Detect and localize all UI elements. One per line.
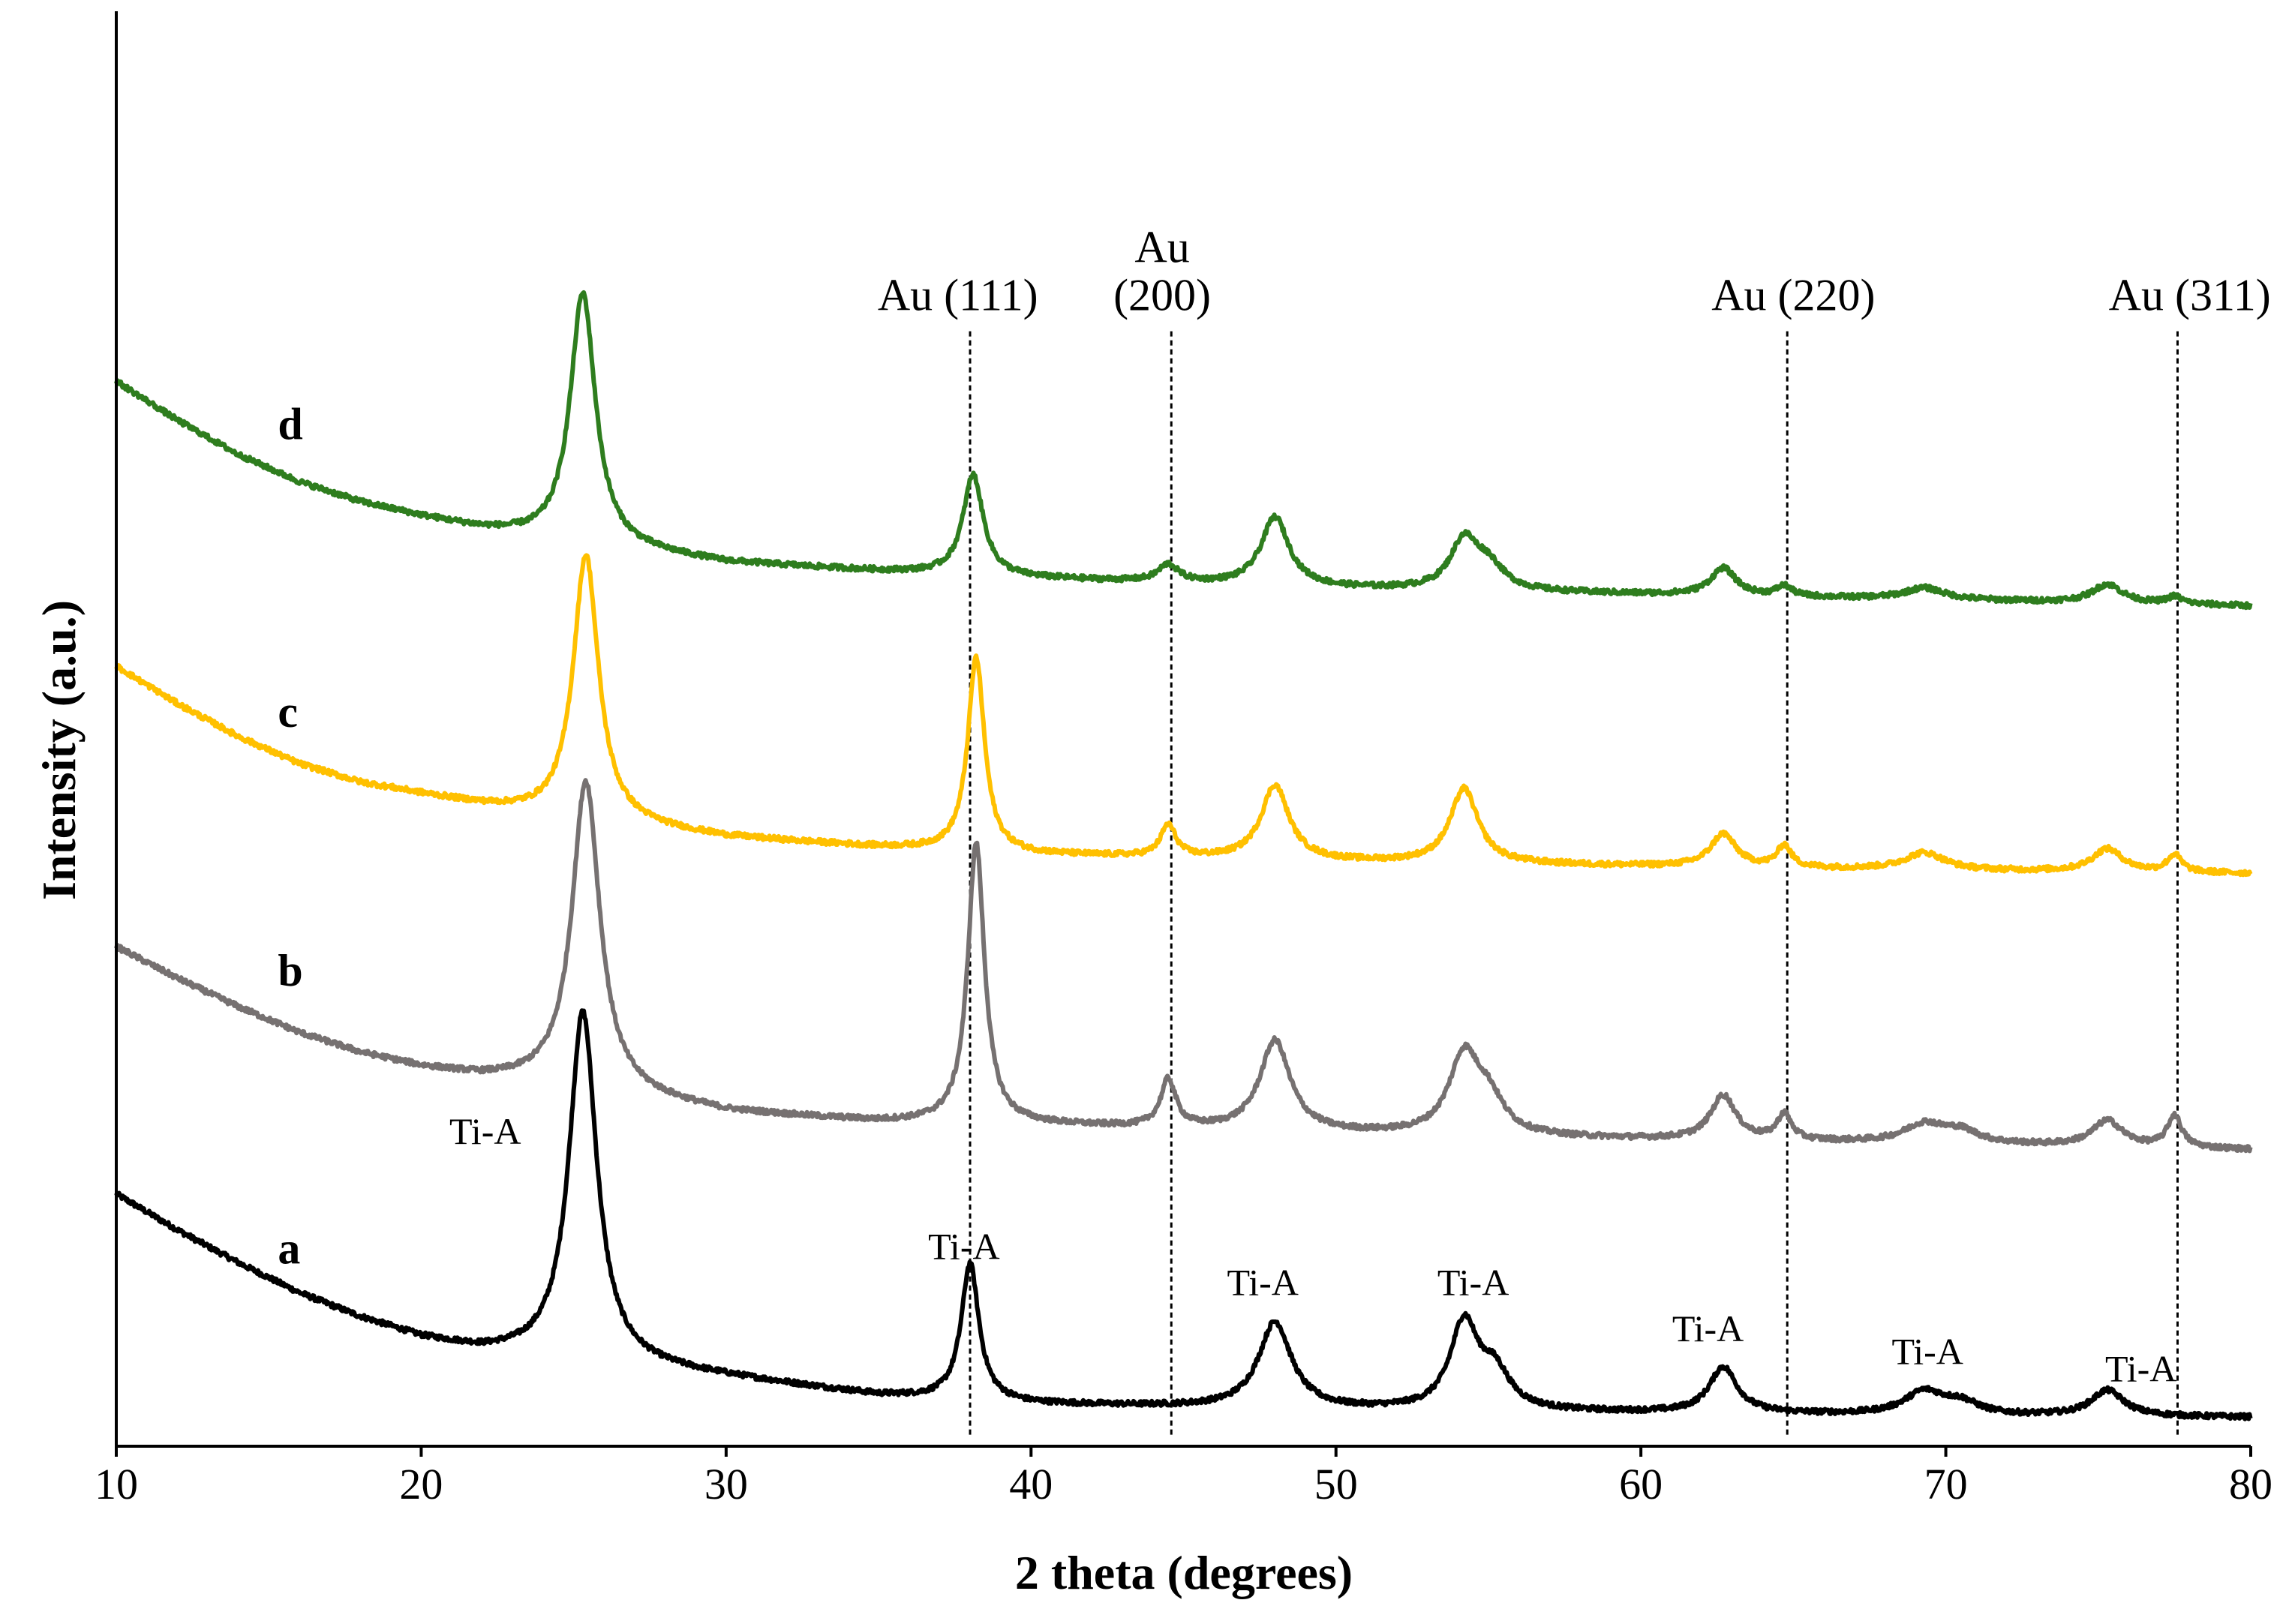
peak-annotation-6: Ti-A (2105, 1348, 2176, 1390)
x-tick-label: 20 (399, 1460, 443, 1508)
x-tick-label: 30 (704, 1460, 748, 1508)
series-line-d (114, 290, 2253, 611)
x-tick-label: 60 (1619, 1460, 1663, 1508)
x-ticks: 10 20 30 40 50 60 70 80 (95, 1446, 2272, 1508)
x-tick-label: 40 (1009, 1460, 1053, 1508)
x-tick-label: 80 (2229, 1460, 2272, 1508)
x-tick-label: 70 (1924, 1460, 1968, 1508)
ref-label-0: Au (111) (878, 271, 1038, 320)
text-labels: a b c d Au (111) Au (200) Au (220) Au (311) Ti-A T… (278, 223, 2270, 1390)
series-label-b: b (278, 946, 302, 995)
series-line-b (114, 778, 2253, 1154)
peak-annotation-4: Ti-A (1672, 1307, 1744, 1349)
series-line-c (114, 553, 2253, 878)
series-label-d: d (278, 399, 302, 449)
peak-annotation-0: Ti-A (449, 1110, 521, 1152)
ref-label-1: Au (200) (1113, 223, 1211, 320)
peak-annotation-2: Ti-A (1227, 1262, 1298, 1304)
y-axis-title: Intensity (a.u.) (32, 600, 86, 900)
peak-annotation-3: Ti-A (1437, 1262, 1509, 1304)
axes (115, 11, 2251, 1448)
series-label-a: a (278, 1223, 300, 1273)
series-label-c: c (278, 687, 298, 737)
x-tick-label: 10 (95, 1460, 138, 1508)
series-line-a (114, 1008, 2253, 1421)
peak-annotation-1: Ti-A (928, 1226, 999, 1268)
peak-annotation-5: Ti-A (1891, 1331, 1963, 1373)
ref-label-3: Au (311) (2109, 271, 2271, 320)
reference-lines (969, 331, 2179, 1435)
x-tick-label: 50 (1314, 1460, 1358, 1508)
series-group (114, 290, 2253, 1421)
x-axis-title: 2 theta (degrees) (1015, 1546, 1353, 1599)
ref-label-2: Au (220) (1711, 271, 1875, 320)
